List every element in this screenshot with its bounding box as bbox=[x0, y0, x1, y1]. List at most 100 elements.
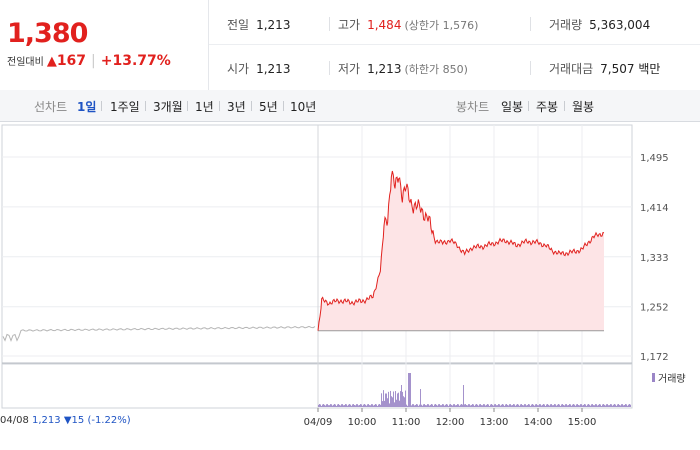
volume-bar bbox=[623, 405, 624, 407]
volume-bar bbox=[477, 404, 478, 407]
volume-bar bbox=[406, 404, 407, 407]
prev-close: 1,213 bbox=[32, 415, 61, 426]
volume-bar bbox=[620, 405, 621, 407]
volume-bar bbox=[524, 404, 525, 407]
volume-bar bbox=[544, 404, 545, 407]
volume-bar bbox=[356, 404, 357, 407]
volume-bar bbox=[529, 404, 530, 407]
volume-bar bbox=[386, 393, 387, 407]
volume-bar bbox=[454, 404, 455, 407]
divider bbox=[564, 101, 565, 111]
volume-bar bbox=[318, 404, 319, 407]
stat-label: 전일 bbox=[227, 18, 250, 32]
volume-bar bbox=[555, 404, 556, 407]
volume-bar bbox=[434, 404, 435, 407]
volume-bar bbox=[589, 404, 590, 407]
volume-bar bbox=[472, 404, 473, 407]
volume-bar bbox=[431, 404, 432, 407]
volume-bar bbox=[411, 405, 412, 407]
volume-bar bbox=[528, 404, 529, 407]
volume-bar bbox=[423, 404, 424, 407]
volume-bar bbox=[487, 404, 488, 407]
period-1y-button[interactable]: 1년 bbox=[195, 100, 214, 114]
volume-bar bbox=[602, 404, 603, 407]
volume-bar bbox=[595, 404, 596, 407]
volume-bar bbox=[456, 405, 457, 407]
volume-bar bbox=[329, 405, 330, 407]
volume-bar bbox=[538, 405, 539, 407]
volume-bar bbox=[438, 404, 439, 407]
volume-bar bbox=[546, 404, 547, 407]
volume-bar bbox=[580, 404, 581, 407]
volume-bar bbox=[383, 390, 384, 407]
stat-prev-close: 전일 1,213 bbox=[227, 16, 290, 33]
volume-bar bbox=[476, 404, 477, 407]
volume-bar bbox=[525, 404, 526, 407]
candle-monthly-button[interactable]: 월봉 bbox=[572, 100, 595, 114]
volume-bar bbox=[591, 404, 592, 407]
period-3y-button[interactable]: 3년 bbox=[227, 100, 246, 114]
volume-bar bbox=[586, 405, 587, 407]
volume-bar bbox=[497, 405, 498, 407]
volume-bar bbox=[567, 405, 568, 407]
volume-bar bbox=[622, 404, 623, 407]
volume-bar bbox=[530, 405, 531, 407]
volume-bar bbox=[363, 404, 364, 407]
period-1w-button[interactable]: 1주일 bbox=[110, 100, 140, 114]
period-1d-button[interactable]: 1일 bbox=[77, 100, 97, 114]
volume-bar bbox=[415, 404, 416, 407]
volume-bar bbox=[382, 401, 383, 407]
volume-bar bbox=[395, 391, 396, 407]
volume-bar bbox=[372, 404, 373, 407]
volume-bar bbox=[491, 404, 492, 407]
volume-bar bbox=[381, 393, 382, 407]
row-divider bbox=[209, 44, 700, 45]
volume-bar bbox=[336, 405, 337, 407]
volume-bar bbox=[350, 404, 351, 407]
volume-bar bbox=[490, 404, 491, 407]
price-line bbox=[317, 170, 605, 331]
divider bbox=[329, 17, 330, 31]
volume-bar bbox=[600, 404, 601, 407]
volume-bar bbox=[584, 404, 585, 407]
period-5y-button[interactable]: 5년 bbox=[259, 100, 278, 114]
volume-bar bbox=[556, 405, 557, 407]
volume-bar bbox=[384, 400, 385, 407]
volume-bar bbox=[389, 403, 390, 407]
lower-limit: (하한가 850) bbox=[404, 63, 468, 76]
volume-bar bbox=[404, 397, 405, 407]
candle-daily-button[interactable]: 일봉 bbox=[501, 100, 524, 114]
volume-bar bbox=[512, 405, 513, 407]
volume-bar bbox=[519, 405, 520, 407]
volume-bar bbox=[617, 404, 618, 407]
candle-weekly-button[interactable]: 주봉 bbox=[536, 100, 559, 114]
volume-bar bbox=[594, 405, 595, 407]
volume-bar bbox=[338, 404, 339, 407]
stat-label: 저가 bbox=[338, 62, 361, 76]
volume-bar bbox=[565, 404, 566, 407]
volume-bar bbox=[371, 404, 372, 407]
volume-bar bbox=[577, 404, 578, 407]
volume-bar bbox=[506, 404, 507, 407]
volume-bar bbox=[534, 405, 535, 407]
divider bbox=[283, 101, 284, 111]
volume-bar bbox=[492, 404, 493, 407]
volume-bar bbox=[333, 404, 334, 407]
stat-label: 거래량 bbox=[549, 18, 583, 32]
volume-bar bbox=[426, 405, 427, 407]
stat-value: 1,213 bbox=[367, 62, 402, 76]
volume-bar bbox=[562, 404, 563, 407]
period-10y-button[interactable]: 10년 bbox=[290, 100, 317, 114]
volume-bar bbox=[526, 405, 527, 407]
volume-bar bbox=[462, 404, 463, 407]
period-3m-button[interactable]: 3개월 bbox=[153, 100, 183, 114]
volume-bar bbox=[349, 404, 350, 407]
volume-bar bbox=[358, 405, 359, 407]
volume-bar bbox=[531, 404, 532, 407]
volume-bar bbox=[446, 404, 447, 407]
volume-bar bbox=[494, 404, 495, 407]
volume-bar bbox=[421, 404, 422, 407]
volume-bar bbox=[346, 404, 347, 407]
volume-bar bbox=[624, 405, 625, 407]
